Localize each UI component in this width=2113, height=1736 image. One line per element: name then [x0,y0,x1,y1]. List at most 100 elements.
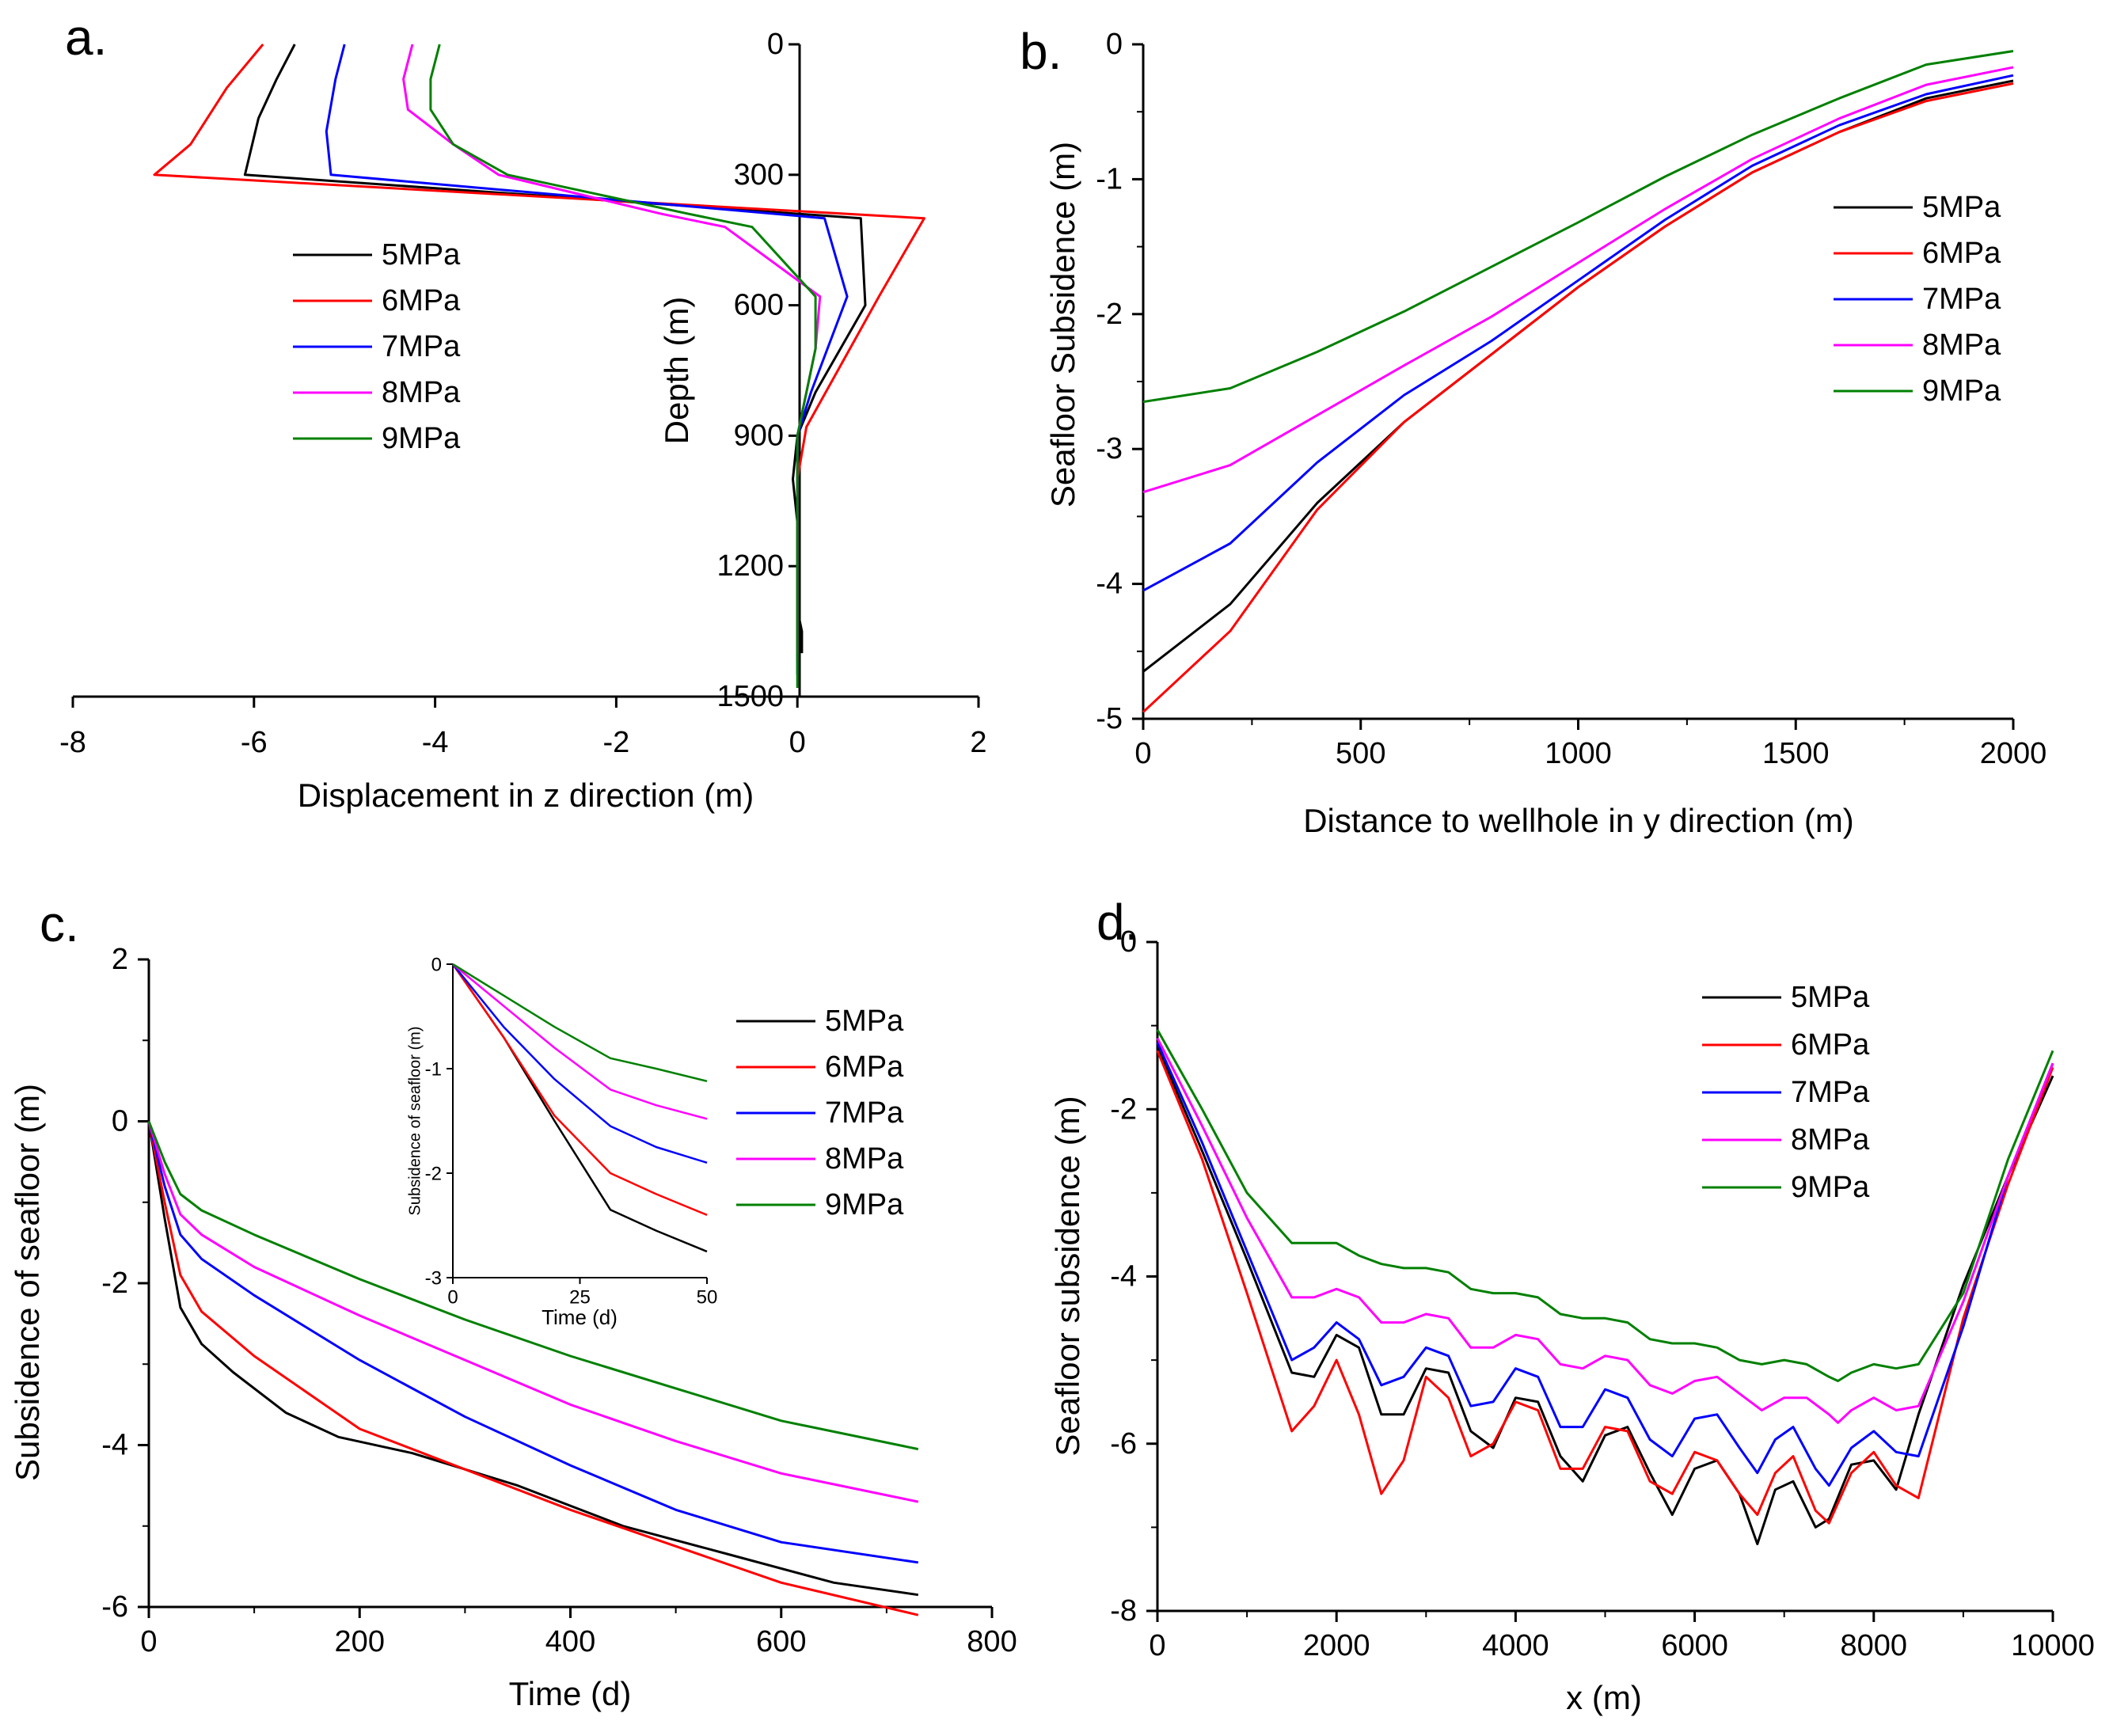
y-tick-label: -1 [1096,162,1123,196]
chart-a: -8 -6 -4 -2 0 2 0 300 600 900 1200 1500 Displacement… [59,9,986,814]
chart-c: 0 200 400 600 800 2 0 -2 -4 -6 Time (d) Subsidence … [9,895,1017,1712]
x-axis-label: x (m) [1566,1679,1642,1716]
y-axis-label: Seafloor Subsidence (m) [1044,142,1081,507]
y-axis-label: Seafloor subsidence (m) [1049,1096,1086,1456]
y-tick-label: 900 [734,419,784,452]
series-line-6MPa [1142,82,2014,713]
series-line-8MPa [1156,1037,2054,1424]
x-tick-label: 0 [447,1286,458,1308]
x-tick-label: 0 [1134,737,1151,770]
panel-label: b. [1020,23,1062,80]
y-axis-label: Subsidence of seafloor (m) [9,1084,46,1481]
panel-label: d. [1096,894,1138,951]
y-tick-label: -3 [1096,432,1123,465]
x-tick-label: 800 [967,1625,1017,1658]
series-line-5MPa [147,1121,919,1597]
y-tick-label: -2 [101,1267,128,1300]
x-tick-label: 400 [545,1625,595,1658]
legend-label: 6MPa [382,284,461,317]
x-tick-label: 50 [697,1286,718,1308]
series-line-6MPa [147,1121,919,1616]
x-tick-label: 2000 [1303,1629,1370,1662]
x-tick-label: -2 [603,726,630,759]
chart-d: 0 2000 4000 6000 8000 10000 0 -2 -4 -6 -8 x (m) Seaf… [1049,894,2095,1716]
panel-label: c. [40,895,79,952]
legend-label: 7MPa [382,330,461,363]
x-axis-label: Time (d) [542,1305,618,1329]
legend-label: 9MPa [825,1188,904,1221]
x-tick-label: 10000 [2011,1629,2095,1662]
x-tick-label: 200 [335,1625,385,1658]
series-line-6MPa [153,44,925,663]
x-tick-label: 2 [970,726,986,759]
legend-label: 9MPa [1922,374,2001,408]
y-tick-label: 600 [734,289,784,322]
legend-label: 5MPa [382,238,461,272]
x-tick-label: 0 [789,726,806,759]
y-tick-label: -2 [1110,1092,1137,1126]
legend-label: 6MPa [1791,1028,1870,1062]
x-tick-label: 0 [1149,1629,1165,1662]
legend-label: 9MPa [382,422,461,455]
y-tick-label: -3 [425,1267,442,1289]
series-line-7MPa [1142,74,2014,592]
x-tick-label: 500 [1336,737,1385,770]
x-tick-label: 0 [140,1625,157,1658]
x-axis-label: Time (d) [509,1675,632,1712]
legend-label: 9MPa [1791,1171,1870,1204]
y-tick-label: -1 [425,1058,442,1080]
series-line-9MPa [1142,50,2014,404]
y-axis-label: Depth (m) [658,297,695,445]
x-tick-label: -4 [422,726,449,759]
series-line-8MPa [452,963,708,1120]
y-tick-label: -4 [101,1429,128,1462]
legend: 5MPa 6MPa 7MPa 8MPa 9MPa [1834,191,2001,408]
y-axis-label: Subsidence of seafloor (m) [406,1026,424,1215]
legend-label: 8MPa [1791,1123,1870,1157]
series-line-7MPa [147,1121,919,1564]
series-line-7MPa [452,963,708,1164]
legend-label: 8MPa [1922,329,2001,362]
legend: 5MPa 6MPa 7MPa 8MPa 9MPa [736,1005,904,1221]
y-tick-label: -5 [1096,702,1123,735]
series-line-9MPa [429,44,817,688]
legend-label: 7MPa [825,1096,904,1130]
y-tick-label: 0 [767,28,784,61]
legend-label: 8MPa [382,376,461,409]
series-line-7MPa [1156,1042,2054,1487]
legend-label: 7MPa [1922,283,2001,316]
y-tick-label: -6 [1110,1427,1137,1461]
series-line-6MPa [451,963,708,1216]
chart-c-inset: 0 25 50 0 -1 -2 -3 Time (d) Subsidence of seaflo… [406,954,717,1329]
y-tick-label: 0 [431,954,442,975]
legend: 5MPa 6MPa 7MPa 8MPa 9MPa [1702,981,1870,1204]
x-tick-label: -6 [241,726,268,759]
legend-label: 7MPa [1791,1076,1870,1109]
x-axis-label: Distance to wellhole in y direction (m) [1303,802,1854,839]
series-line-9MPa [1156,1029,2054,1382]
legend-label: 5MPa [825,1005,904,1038]
x-axis-label: Displacement in z direction (m) [298,777,754,814]
legend-label: 6MPa [825,1050,904,1084]
series-line-9MPa [452,963,708,1083]
y-tick-label: -6 [101,1590,128,1624]
legend: 5MPa 6MPa 7MPa 8MPa 9MPa [293,238,461,455]
y-tick-label: 1500 [716,680,784,713]
legend-label: 5MPa [1791,981,1870,1014]
series-line-8MPa [1142,66,2014,494]
y-tick-label: 1200 [716,549,784,583]
x-tick-label: 1000 [1545,737,1612,770]
series-line-6MPa [1156,1050,2054,1525]
y-tick-label: 0 [112,1105,128,1138]
y-tick-label: -8 [1110,1594,1137,1628]
x-tick-label: 6000 [1661,1629,1728,1662]
series-line-9MPa [147,1120,919,1451]
x-tick-label: 25 [569,1286,591,1308]
x-tick-label: 2000 [1980,737,2047,770]
y-tick-label: -2 [1096,298,1123,331]
y-tick-label: 0 [1120,925,1137,959]
x-tick-label: 1500 [1762,737,1830,770]
chart-b: 0 500 1000 1500 2000 0 -1 -2 -3 -4 -5 Distance to w… [1020,23,2046,839]
series-line-5MPa [1156,1046,2054,1545]
